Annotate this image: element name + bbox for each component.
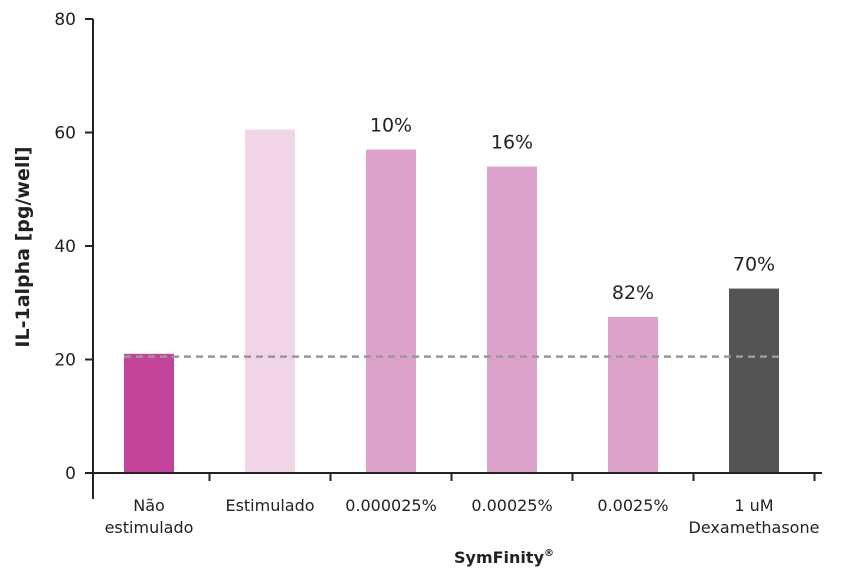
y-axis-title: IL-1alpha [pg/well] xyxy=(12,146,34,347)
y-tick-label: 60 xyxy=(54,124,76,144)
axes-group: 0 20 40 60 80 xyxy=(54,10,822,499)
category-label-line: 1 uM xyxy=(734,496,773,515)
category-label: 0.00025% xyxy=(471,496,552,515)
category-label: Estimulado xyxy=(225,496,314,515)
category-label-line: Estimulado xyxy=(225,496,314,515)
category-label: 0.000025% xyxy=(345,496,437,515)
category-label-line: estimulado xyxy=(105,518,194,537)
bar xyxy=(366,149,416,473)
bar xyxy=(124,353,174,473)
category-label-line: Não xyxy=(133,496,165,515)
category-label-line: 0.0025% xyxy=(597,496,668,515)
bar xyxy=(487,166,537,474)
bar xyxy=(608,316,658,473)
bar xyxy=(729,288,779,473)
x-axis-title: SymFinity® xyxy=(454,548,554,567)
labels-group: Não estimulado Estimulado 10% 0.000025% 16% 0.… xyxy=(105,115,820,537)
bar-value-label: 16% xyxy=(491,132,533,154)
bar xyxy=(245,129,295,473)
bar-value-label: 82% xyxy=(612,282,654,304)
x-axis-title-text: SymFinity xyxy=(454,548,545,567)
y-tick-label: 20 xyxy=(54,351,76,371)
category-label-line: 0.00025% xyxy=(471,496,552,515)
category-label: 0.0025% xyxy=(597,496,668,515)
bar-value-label: 10% xyxy=(370,115,412,137)
y-tick-label: 40 xyxy=(54,237,76,257)
category-label: 1 uM Dexamethasone xyxy=(689,496,820,537)
category-label: Não estimulado xyxy=(105,496,194,537)
category-label-line: 0.000025% xyxy=(345,496,437,515)
bar-value-label: 70% xyxy=(733,254,775,276)
category-label-line: Dexamethasone xyxy=(689,518,820,537)
y-tick-label: 0 xyxy=(65,464,76,484)
y-tick-label: 80 xyxy=(54,10,76,30)
bars-group xyxy=(124,129,779,474)
registered-mark: ® xyxy=(544,548,554,559)
